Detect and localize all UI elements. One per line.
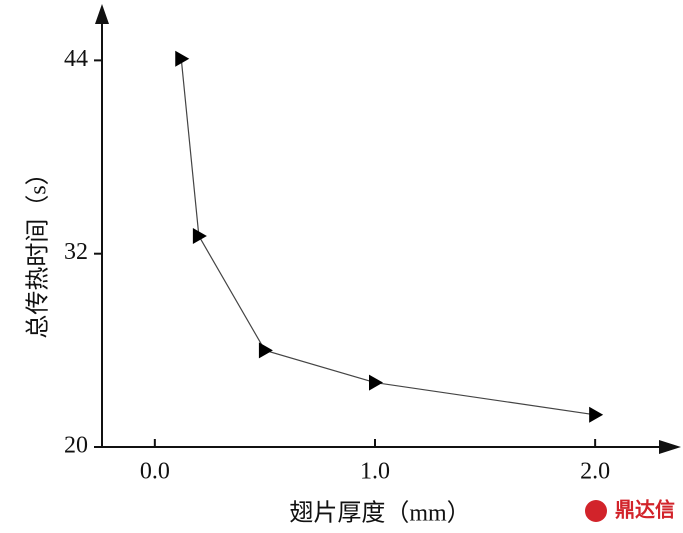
y-axis-arrow	[95, 4, 109, 24]
data-line	[180, 58, 596, 416]
x-tick-label: 2.0	[580, 459, 610, 485]
x-axis-arrow	[659, 440, 681, 454]
marker	[368, 374, 383, 391]
x-axis-label: 翅片厚度（mm）	[289, 500, 470, 527]
y-tick-label: 20	[64, 433, 88, 459]
marker	[258, 342, 273, 359]
watermark-logo: 鼎达信	[585, 498, 675, 522]
x-tick-label: 0.0	[140, 459, 170, 485]
y-tick-label: 32	[64, 239, 88, 265]
marker	[175, 50, 190, 67]
y-axis-label: 总传热时间（s）	[25, 161, 52, 338]
y-tick-label: 44	[64, 46, 88, 72]
marker	[589, 406, 604, 423]
x-tick-label: 1.0	[360, 459, 390, 485]
marker	[192, 227, 207, 244]
watermark: 鼎达信	[615, 498, 675, 522]
